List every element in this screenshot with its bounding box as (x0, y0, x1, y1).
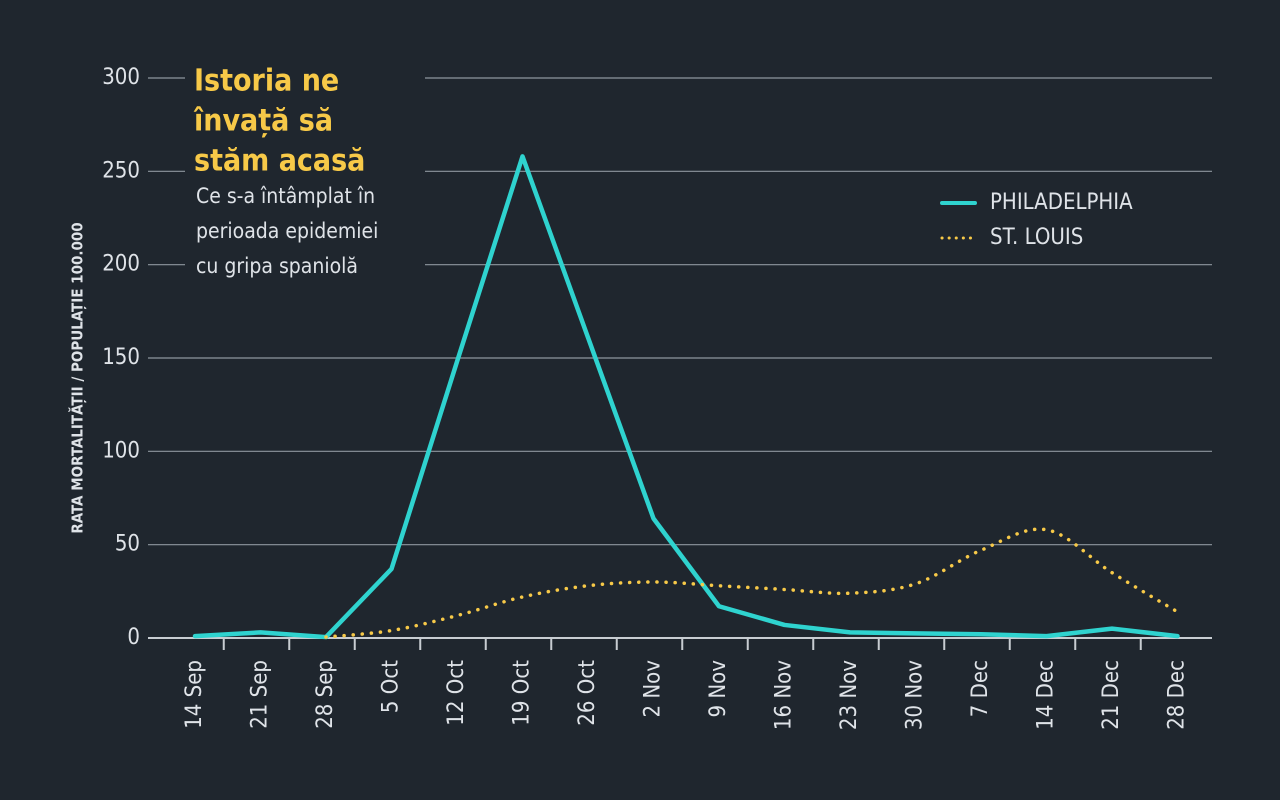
y-tick-label: 300 (102, 65, 140, 90)
x-tick-label: 5 Oct (379, 660, 404, 713)
y-tick-label: 0 (127, 625, 140, 650)
y-tick-label: 50 (115, 532, 140, 557)
x-tick-label: 28 Dec (1165, 660, 1190, 730)
chart-subtitle: cu gripa spaniolă (196, 254, 358, 278)
series-line (192, 154, 1180, 640)
x-tick-label: 7 Dec (968, 660, 993, 717)
x-tick-label: 23 Nov (837, 660, 862, 730)
chart-title: Istoria ne (194, 64, 339, 99)
title-background (185, 55, 425, 285)
chart-subtitle: Ce s-a întâmplat în (196, 184, 375, 208)
y-tick-label: 150 (102, 345, 140, 370)
chart-title: stăm acasă (194, 144, 365, 179)
x-tick-label: 14 Sep (182, 660, 207, 729)
chart-title: învață să (193, 104, 333, 139)
legend-label: ST. LOUIS (990, 225, 1083, 250)
y-tick-label: 100 (102, 438, 140, 463)
x-tick-label: 26 Oct (575, 660, 600, 726)
x-tick-label: 19 Oct (510, 660, 535, 726)
series-line (324, 527, 1180, 639)
y-axis-label: RATA MORTALITĂȚII / POPULAȚIE 100.000 (68, 222, 87, 533)
x-tick-label: 21 Dec (1099, 660, 1124, 730)
x-tick-label: 2 Nov (641, 660, 666, 718)
y-tick-label: 250 (102, 158, 140, 183)
x-tick-label: 28 Sep (313, 660, 338, 729)
legend-label: PHILADELPHIA (990, 190, 1133, 215)
x-tick-label: 30 Nov (903, 660, 928, 730)
x-tick-label: 16 Nov (772, 660, 797, 730)
x-tick-label: 21 Sep (248, 660, 273, 729)
chart-subtitle: perioada epidemiei (196, 219, 378, 243)
x-tick-label: 12 Oct (444, 660, 469, 726)
x-tick-label: 9 Nov (706, 660, 731, 718)
x-tick-label: 14 Dec (1034, 660, 1059, 730)
y-tick-label: 200 (102, 252, 140, 277)
